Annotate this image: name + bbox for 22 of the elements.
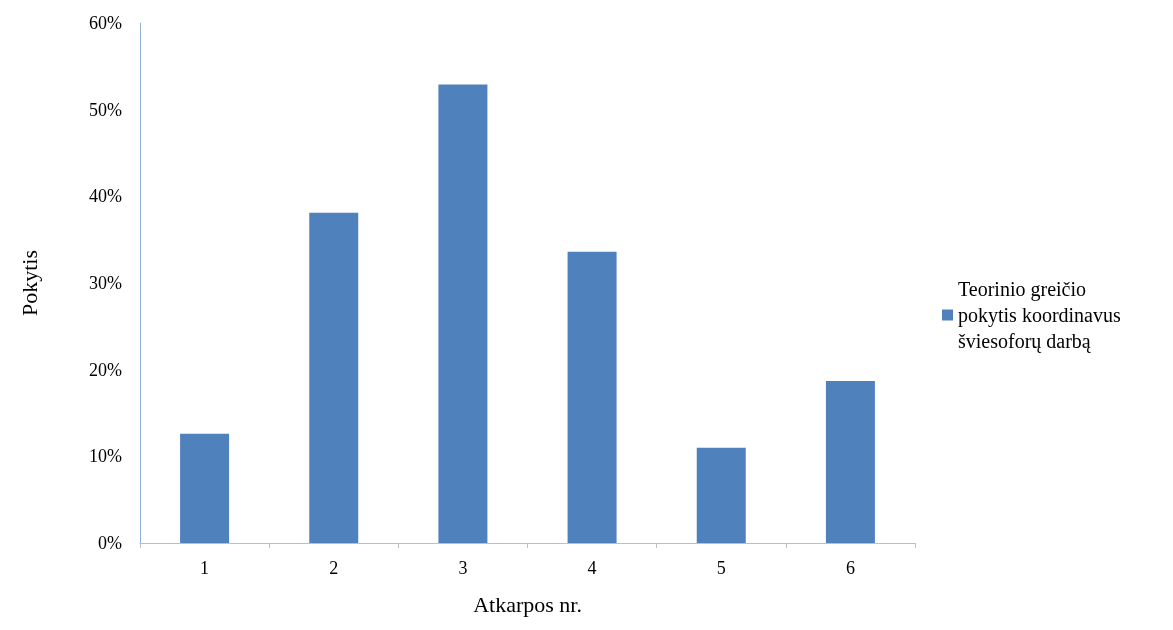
x-axis-title: Atkarpos nr. xyxy=(473,591,582,617)
y-tick-label: 10% xyxy=(89,446,122,467)
bar xyxy=(567,251,617,543)
bar xyxy=(825,380,875,543)
x-tick-label: 3 xyxy=(458,558,468,578)
y-tick-label: 40% xyxy=(89,186,122,207)
y-tick-label: 50% xyxy=(89,99,122,120)
x-tick-label: 1 xyxy=(200,558,210,578)
y-tick-label: 60% xyxy=(89,13,122,33)
x-tick-label: 5 xyxy=(716,558,726,578)
x-tick-label: 6 xyxy=(845,558,855,578)
x-tick-label: 2 xyxy=(329,558,339,578)
y-axis-title: Pokytis xyxy=(16,249,42,317)
legend-label: Teorinio greičio pokytis koordinavus šviesoforų darbą xyxy=(958,278,1126,353)
bar xyxy=(696,447,746,543)
bar xyxy=(438,84,488,543)
x-tick-label: 4 xyxy=(587,558,597,578)
y-tick-label: 30% xyxy=(89,273,122,293)
bar xyxy=(309,212,359,543)
y-tick-label: 20% xyxy=(89,359,122,380)
bar xyxy=(180,433,230,543)
y-tick-label: 0% xyxy=(98,533,122,553)
